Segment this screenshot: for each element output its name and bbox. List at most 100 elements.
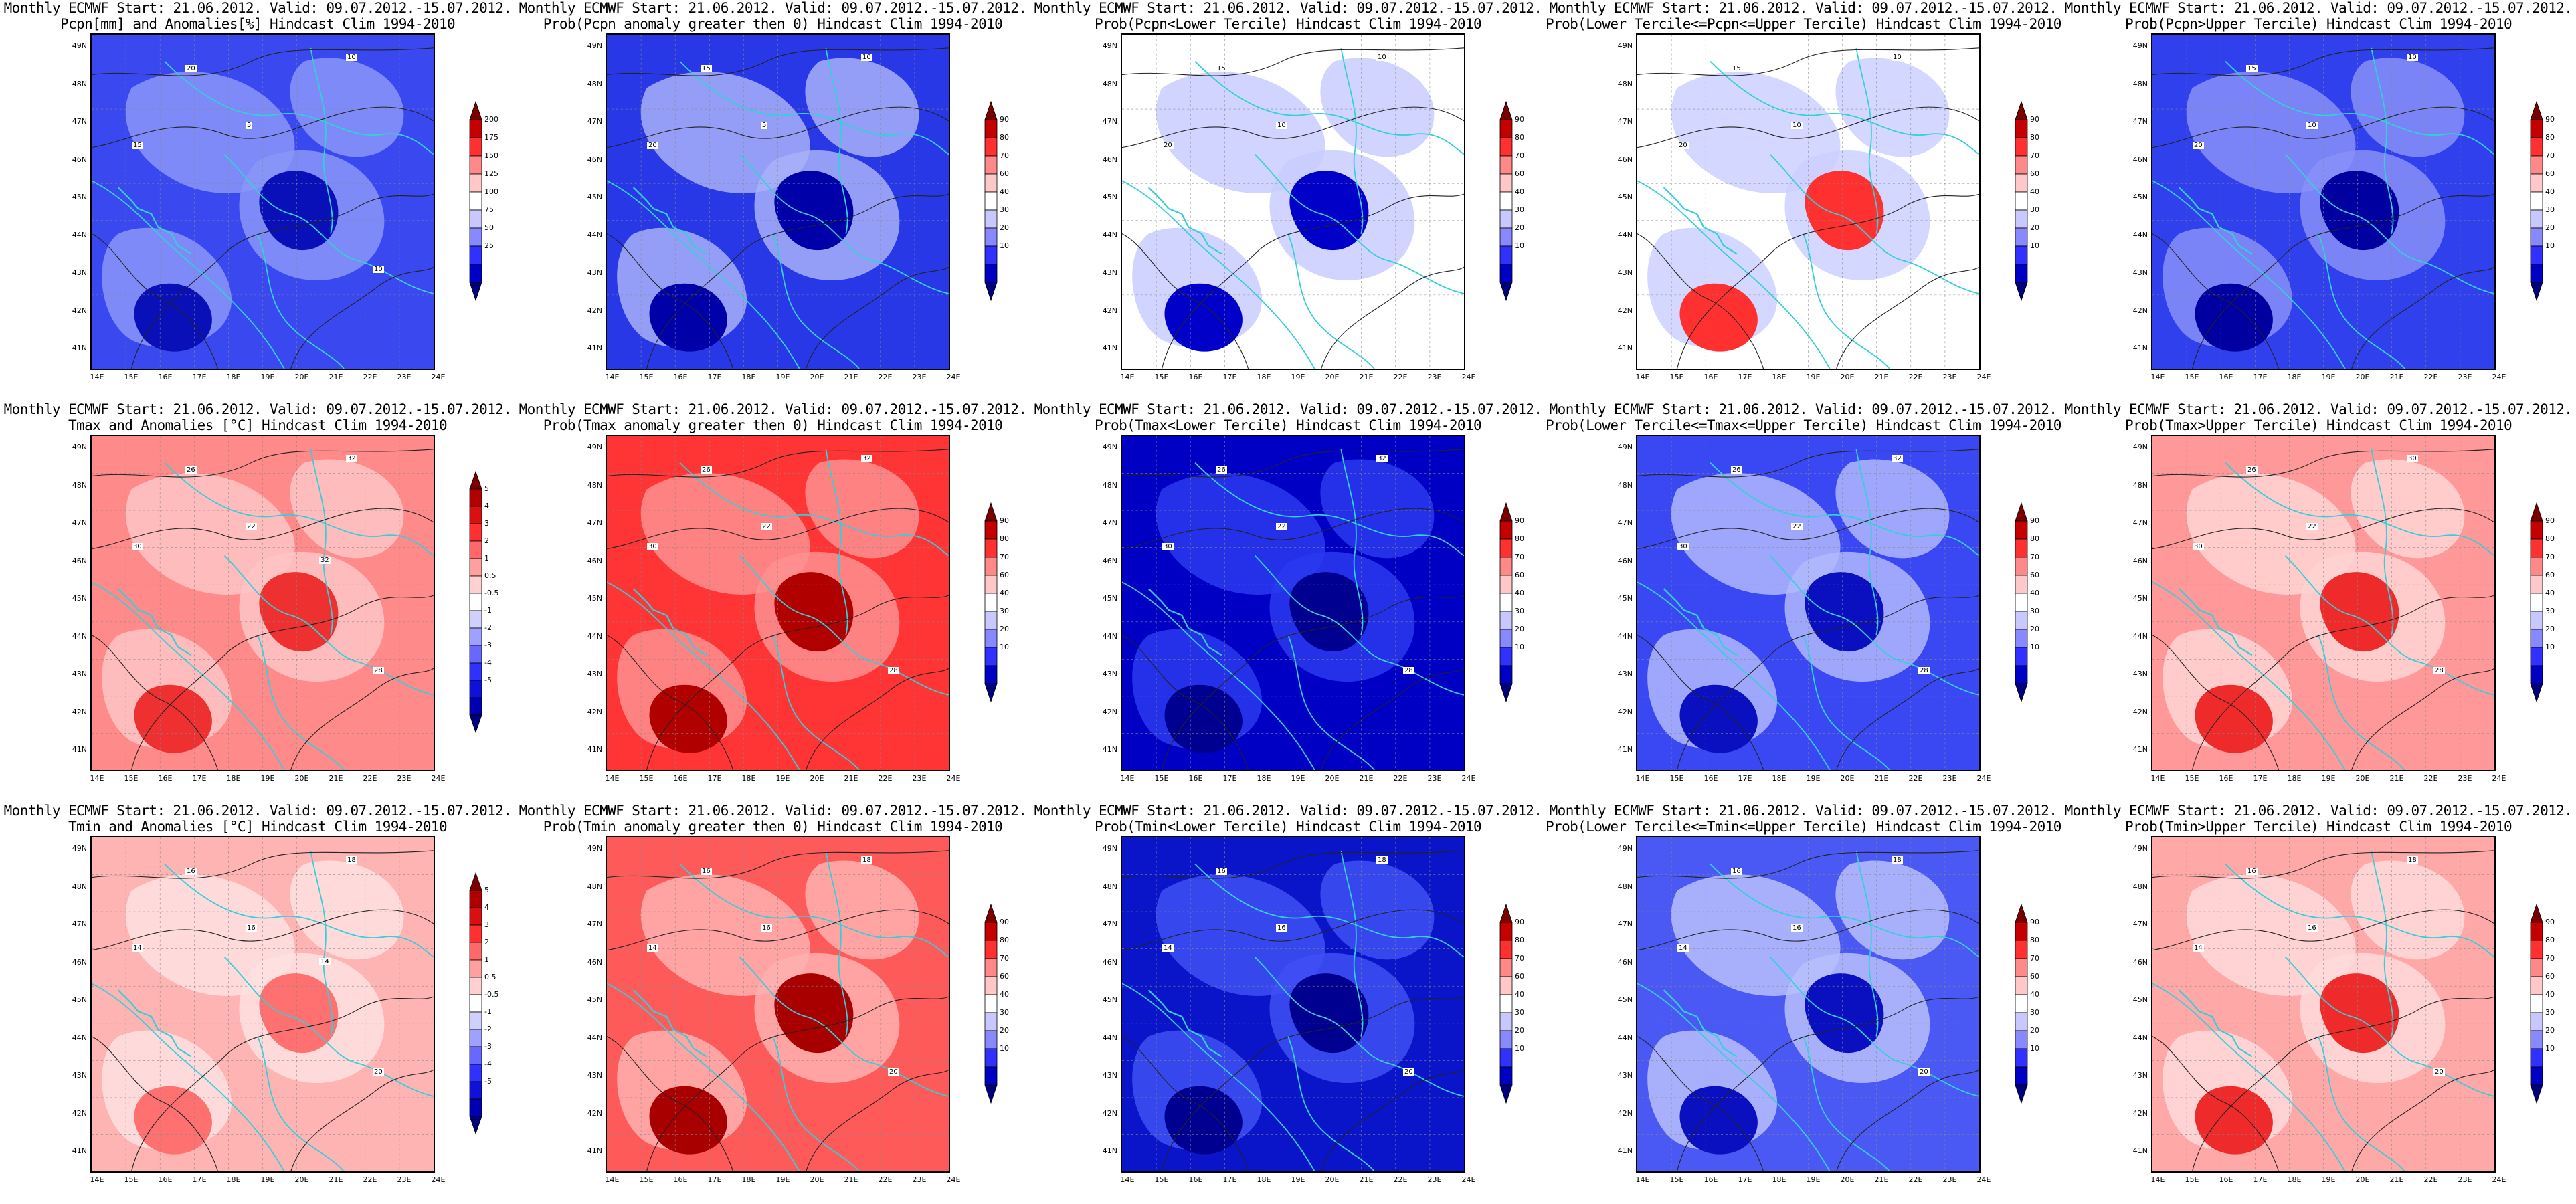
longitude-label: 23E — [1942, 373, 1957, 381]
contour-label: 32 — [861, 455, 872, 462]
strong-anomaly-region — [134, 1086, 212, 1155]
panel-title-line2: Prob(Pcpn anomaly greater then 0) Hindca… — [543, 16, 1003, 32]
colorbar-swatch — [469, 488, 482, 507]
longitude-label: 17E — [707, 1175, 722, 1184]
colorbar-label: 40 — [1515, 989, 1524, 999]
latitude-label: 41N — [587, 745, 602, 754]
latitude-label: 46N — [72, 957, 87, 967]
colorbar-swatch — [984, 227, 998, 246]
longitude-label: 20E — [1840, 373, 1855, 381]
longitude-label: 18E — [2287, 774, 2302, 783]
longitude-label: 16E — [1704, 774, 1718, 783]
colorbar-label: 10 — [2545, 1043, 2555, 1053]
latitude-label: 43N — [2132, 268, 2148, 277]
country-border — [1122, 983, 1315, 1171]
colorbar-label: 40 — [1000, 989, 1009, 999]
colorbar-label: 4 — [484, 903, 489, 912]
climatology-contour — [607, 635, 734, 770]
colorbar-label: 70 — [1000, 552, 1009, 561]
longitude-label: 17E — [192, 774, 207, 783]
longitude-label: 14E — [1635, 1175, 1650, 1184]
climatology-contour — [1162, 996, 1464, 1171]
colorbar-label: 90 — [2545, 917, 2555, 926]
colorbar-swatch — [469, 558, 482, 577]
longitude-label: 14E — [2150, 373, 2165, 381]
latitude-label: 41N — [587, 344, 602, 353]
country-border — [1855, 47, 1879, 234]
country-border — [1803, 1036, 1890, 1171]
latitude-label: 41N — [1617, 1146, 1633, 1155]
contour-label: 28 — [888, 667, 899, 674]
colorbar-swatch — [469, 627, 482, 646]
colorbar-swatch — [1499, 994, 1513, 1013]
colorbar-label: 20 — [1515, 223, 1524, 232]
panel-title-line2: Prob(Lower Tercile<=Pcpn<=Upper Tercile)… — [1546, 16, 2061, 32]
latitude-label: 43N — [1617, 268, 1633, 277]
country-border — [1122, 581, 1315, 770]
adriatic-coastline — [2178, 588, 2253, 656]
contour-label: 14 — [132, 944, 143, 952]
colorbar-swatch — [2015, 940, 2028, 959]
colorbar-swatch — [984, 100, 998, 120]
colorbar-swatch — [2530, 1066, 2543, 1085]
longitude-label: 18E — [1772, 1175, 1786, 1184]
longitude-label: 21E — [1359, 1175, 1374, 1184]
strong-anomaly-region — [1805, 973, 1884, 1054]
contour-label: 20 — [1162, 142, 1174, 149]
colorbar-label: 5 — [484, 484, 489, 493]
strong-anomaly-region — [1679, 684, 1758, 753]
climatology-contour — [1677, 996, 1979, 1171]
colorbar-label: 30 — [2545, 606, 2555, 615]
longitude-label: 14E — [605, 1175, 620, 1184]
colorbar-label: 20 — [2030, 624, 2039, 633]
colorbar-label: 10 — [2545, 642, 2555, 651]
longitude-label: 18E — [1772, 373, 1786, 381]
latitude-label: 41N — [72, 745, 87, 754]
strong-anomaly-region — [2195, 283, 2273, 352]
colorbar-label: 60 — [1000, 169, 1009, 178]
latitude-label: 43N — [1617, 670, 1633, 678]
forecast-map: 26 30 30 22 28 — [2151, 435, 2496, 771]
colorbar-label: 70 — [1515, 150, 1524, 160]
colorbar-label: 70 — [2030, 150, 2039, 160]
country-border — [679, 61, 949, 155]
country-border — [1855, 449, 1879, 635]
colorbar-swatch — [984, 209, 998, 228]
latitude-label: 45N — [72, 594, 87, 603]
climatology-contour — [131, 595, 434, 770]
colorbar-swatch — [469, 1098, 482, 1117]
climatology-contour — [1321, 668, 1464, 770]
light-anomaly-region — [1671, 874, 1841, 996]
colorbar-label: 3 — [484, 519, 489, 528]
colorbar-label: 2 — [484, 536, 489, 545]
colorbar-swatch — [2015, 557, 2028, 575]
colorbar-swatch — [2530, 611, 2543, 629]
light-anomaly-region — [2186, 72, 2356, 193]
contour-label: 14 — [647, 944, 658, 952]
strong-anomaly-region — [134, 684, 212, 753]
colorbar-swatch — [469, 227, 482, 246]
colorbar-label: 30 — [2030, 606, 2039, 615]
latitude-label: 47N — [72, 920, 87, 928]
colorbar-label: 90 — [1515, 114, 1524, 124]
longitude-label: 19E — [1806, 373, 1821, 381]
longitude-label: 22E — [1393, 1175, 1408, 1184]
longitude-label: 19E — [260, 774, 275, 783]
colorbar-swatch — [1499, 1084, 1513, 1104]
climatology-contour — [1122, 850, 1464, 879]
longitude-label: 16E — [2219, 774, 2233, 783]
colorbar-swatch — [469, 714, 482, 734]
longitude-label: 24E — [2492, 774, 2506, 783]
country-border — [1340, 47, 1364, 234]
longitude-label: 21E — [329, 1175, 343, 1184]
colorbar — [1499, 903, 1513, 1104]
strong-anomaly-region — [259, 171, 339, 251]
colorbar-swatch — [1499, 629, 1513, 647]
colorbar-swatch — [984, 994, 998, 1013]
forecast-panel: Monthly ECMWF Start: 21.06.2012. Valid: … — [515, 803, 1030, 1204]
latitude-label: 46N — [587, 556, 602, 565]
latitude-label: 42N — [72, 1108, 87, 1118]
longitude-label: 16E — [1188, 1175, 1203, 1184]
colorbar-swatch — [469, 924, 482, 943]
country-border — [1855, 850, 1879, 1037]
